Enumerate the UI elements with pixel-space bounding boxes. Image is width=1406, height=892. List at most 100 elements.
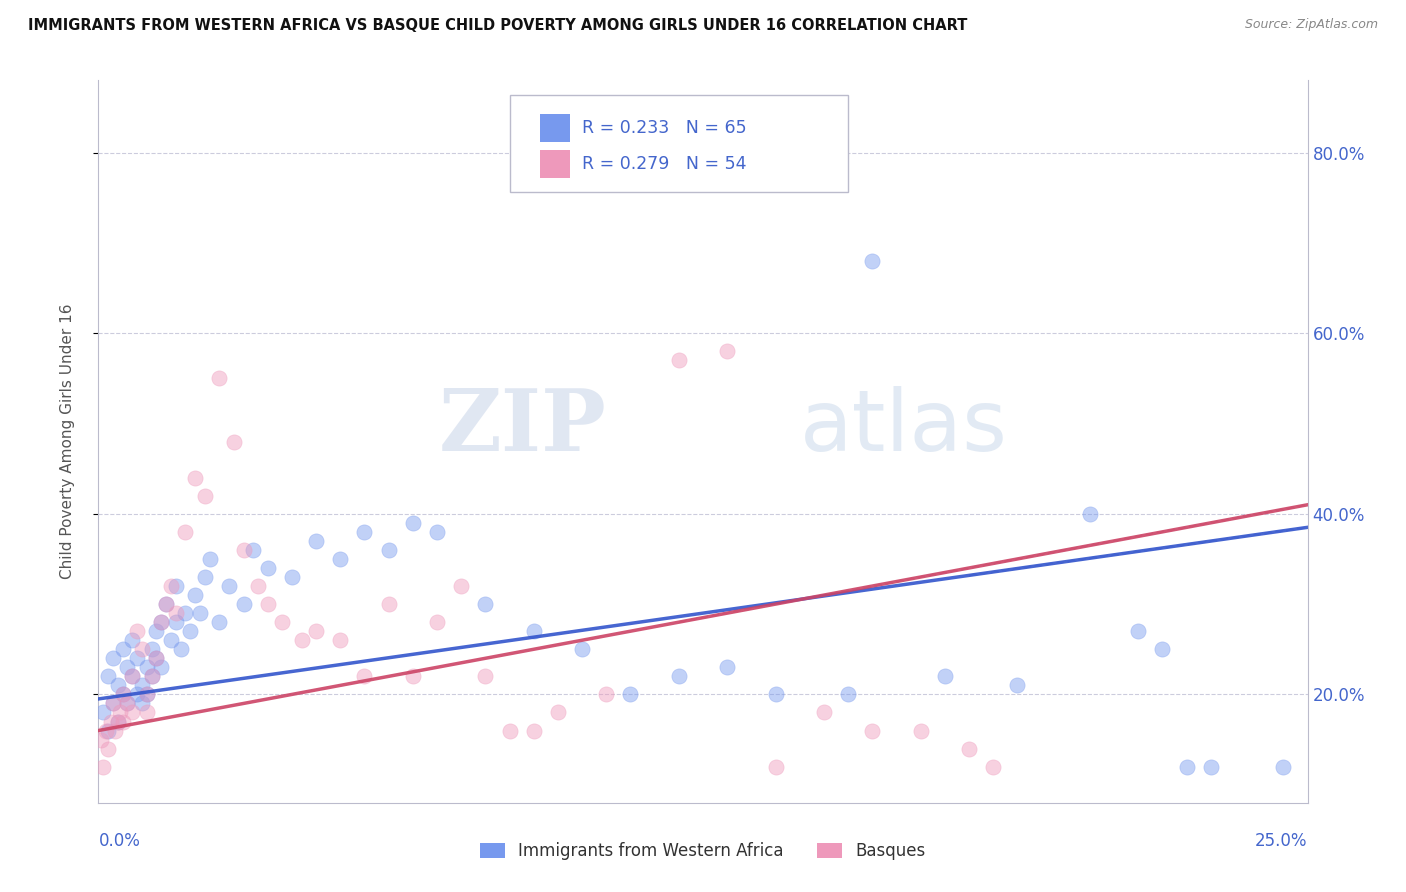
Point	[668, 669, 690, 683]
Point	[174, 524, 197, 539]
Point	[108, 706, 131, 720]
Point	[474, 669, 496, 683]
Point	[169, 642, 191, 657]
Point	[242, 542, 264, 557]
Point	[222, 434, 245, 449]
Point	[256, 597, 278, 611]
Point	[135, 660, 157, 674]
Point	[150, 615, 173, 630]
Point	[141, 669, 163, 683]
Point	[155, 597, 177, 611]
Point	[571, 642, 593, 657]
Point	[97, 741, 120, 756]
Point	[765, 687, 787, 701]
Point	[910, 723, 932, 738]
Point	[101, 651, 124, 665]
Point	[111, 687, 134, 701]
Point	[97, 723, 120, 738]
FancyBboxPatch shape	[540, 151, 569, 178]
Point	[860, 253, 883, 268]
Point	[111, 714, 134, 729]
Point	[117, 697, 139, 711]
Point	[165, 615, 187, 630]
Text: 0.0%: 0.0%	[98, 832, 141, 850]
Point	[247, 579, 270, 593]
Point	[107, 714, 129, 729]
Point	[1152, 642, 1174, 657]
Point	[131, 697, 153, 711]
Point	[135, 706, 157, 720]
Point	[127, 687, 149, 701]
Text: ZIP: ZIP	[439, 385, 606, 469]
Point	[107, 678, 129, 692]
Point	[1007, 678, 1029, 692]
Point	[305, 624, 328, 639]
Point	[91, 706, 114, 720]
Text: R = 0.233   N = 65: R = 0.233 N = 65	[582, 119, 747, 137]
Point	[117, 697, 139, 711]
Point	[619, 687, 641, 701]
Point	[117, 660, 139, 674]
Point	[402, 516, 425, 530]
Legend: Immigrants from Western Africa, Basques: Immigrants from Western Africa, Basques	[474, 836, 932, 867]
Point	[934, 669, 956, 683]
Point	[155, 597, 177, 611]
Point	[141, 669, 163, 683]
Point	[150, 615, 173, 630]
Point	[91, 760, 114, 774]
Point	[184, 588, 207, 602]
Point	[127, 624, 149, 639]
Point	[184, 470, 207, 484]
FancyBboxPatch shape	[540, 114, 569, 142]
Point	[141, 642, 163, 657]
Text: R = 0.279   N = 54: R = 0.279 N = 54	[582, 155, 747, 173]
Point	[256, 561, 278, 575]
Point	[377, 597, 399, 611]
Text: 25.0%: 25.0%	[1256, 832, 1308, 850]
Point	[837, 687, 859, 701]
Point	[1272, 760, 1295, 774]
Point	[329, 633, 352, 648]
Point	[104, 723, 127, 738]
Point	[981, 760, 1004, 774]
Point	[716, 344, 738, 359]
Point	[160, 633, 183, 648]
Point	[498, 723, 520, 738]
Point	[121, 669, 143, 683]
Point	[208, 615, 231, 630]
Point	[716, 660, 738, 674]
Y-axis label: Child Poverty Among Girls Under 16: Child Poverty Among Girls Under 16	[60, 304, 75, 579]
Point	[94, 723, 117, 738]
Point	[1128, 624, 1150, 639]
Point	[232, 597, 254, 611]
Point	[131, 678, 153, 692]
Point	[194, 570, 217, 584]
Text: atlas: atlas	[800, 385, 1008, 468]
Point	[165, 579, 187, 593]
Point	[1199, 760, 1222, 774]
Point	[121, 706, 143, 720]
Point	[198, 552, 221, 566]
FancyBboxPatch shape	[509, 95, 848, 193]
Point	[450, 579, 472, 593]
Point	[290, 633, 312, 648]
Point	[402, 669, 425, 683]
Point	[353, 524, 375, 539]
Point	[127, 651, 149, 665]
Point	[174, 606, 197, 620]
Text: Source: ZipAtlas.com: Source: ZipAtlas.com	[1244, 18, 1378, 31]
Point	[1175, 760, 1198, 774]
Point	[121, 669, 143, 683]
Point	[194, 489, 217, 503]
Point	[474, 597, 496, 611]
Point	[107, 714, 129, 729]
Point	[426, 615, 449, 630]
Point	[97, 669, 120, 683]
Point	[860, 723, 883, 738]
Point	[377, 542, 399, 557]
Point	[145, 651, 167, 665]
Point	[90, 732, 112, 747]
Point	[145, 624, 167, 639]
Point	[595, 687, 617, 701]
Point	[188, 606, 211, 620]
